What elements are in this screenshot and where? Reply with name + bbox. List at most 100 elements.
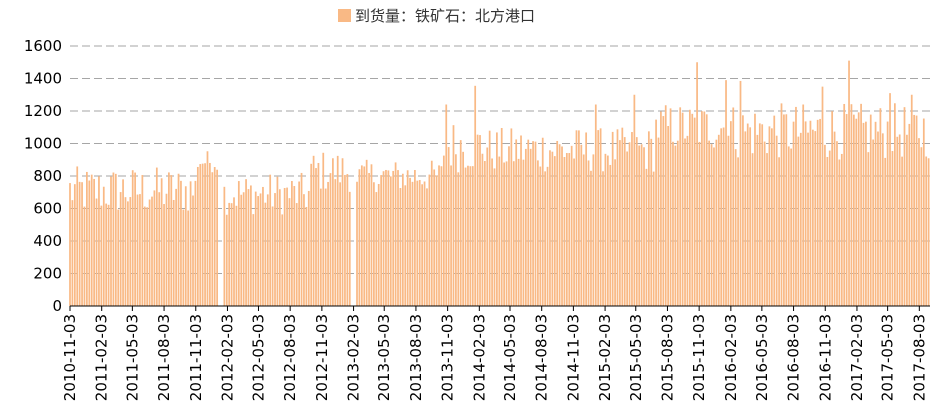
bar	[751, 153, 754, 306]
bar	[850, 104, 853, 306]
bar	[479, 135, 481, 306]
bar	[334, 179, 337, 306]
bar	[922, 118, 925, 306]
x-tick-label: 2013-08-03	[407, 314, 425, 401]
bar	[877, 131, 879, 306]
bar	[370, 164, 373, 306]
bar	[915, 115, 918, 306]
bar	[623, 137, 626, 306]
bar	[520, 135, 522, 306]
bar	[344, 174, 346, 306]
bar	[824, 144, 826, 306]
bar	[356, 181, 358, 306]
bar	[141, 175, 144, 306]
bar	[606, 155, 609, 306]
bar	[898, 134, 901, 306]
bar	[114, 173, 117, 306]
bar	[889, 93, 891, 307]
bar	[322, 152, 325, 306]
bar	[486, 147, 489, 306]
x-tick-label: 2011-08-03	[155, 314, 173, 401]
bar	[100, 205, 103, 306]
bar	[165, 193, 168, 306]
x-tick-label: 2012-05-03	[249, 314, 267, 401]
bar	[886, 121, 889, 306]
bar	[462, 151, 464, 306]
bar	[582, 154, 585, 306]
bar	[908, 123, 911, 307]
bar	[430, 160, 433, 306]
bar	[184, 186, 187, 306]
bar	[187, 210, 190, 306]
bar	[804, 121, 807, 307]
bar	[262, 186, 264, 306]
bar	[493, 168, 496, 306]
bar	[635, 137, 638, 306]
bar	[920, 147, 923, 306]
bar	[556, 140, 559, 306]
bar	[614, 159, 616, 306]
bar	[508, 146, 510, 306]
bar	[363, 166, 366, 306]
bar	[189, 181, 192, 306]
bar	[88, 180, 91, 306]
bar	[298, 181, 300, 306]
bar	[906, 134, 908, 306]
bar	[199, 164, 202, 306]
bar	[563, 157, 566, 306]
bar	[913, 114, 916, 306]
y-tick-label: 600	[33, 200, 62, 218]
bar	[139, 194, 141, 306]
bar	[235, 205, 238, 306]
y-tick-label: 0	[52, 297, 62, 315]
bar	[725, 80, 727, 307]
x-tick-label: 2015-08-03	[658, 314, 676, 401]
bar	[131, 170, 134, 306]
bar	[667, 126, 670, 306]
bar	[127, 201, 129, 306]
bar	[447, 147, 450, 306]
bar	[327, 181, 329, 306]
bar	[693, 117, 696, 306]
bar	[392, 170, 395, 306]
bar	[527, 139, 530, 306]
bar	[698, 141, 701, 306]
bar	[276, 176, 279, 306]
bar	[896, 136, 899, 306]
bar	[433, 169, 436, 306]
bar	[385, 169, 387, 306]
bar	[756, 134, 759, 306]
bar	[778, 157, 780, 306]
bar	[481, 153, 484, 306]
bar	[570, 145, 573, 306]
bar	[271, 206, 274, 306]
bar	[558, 144, 561, 306]
bar	[602, 171, 604, 306]
bar	[341, 158, 344, 306]
bar	[503, 162, 506, 306]
bar	[254, 191, 257, 306]
bar	[375, 192, 378, 306]
bar	[411, 181, 414, 306]
bar	[722, 127, 725, 306]
x-tick-label: 2016-11-03	[816, 314, 834, 401]
bar	[893, 103, 896, 306]
bar	[727, 135, 730, 306]
bar	[647, 131, 650, 306]
bar	[780, 103, 783, 307]
bar	[884, 157, 887, 306]
bar	[512, 161, 515, 306]
x-tick-label: 2014-05-03	[501, 314, 519, 401]
bar	[660, 111, 662, 306]
bar	[633, 94, 636, 306]
bar	[416, 180, 419, 306]
bar	[710, 144, 713, 306]
bar	[399, 188, 402, 306]
x-tick-label: 2015-05-03	[627, 314, 645, 401]
bar	[744, 131, 747, 306]
x-tick-label: 2014-08-03	[533, 314, 551, 401]
x-tick-label: 2015-02-03	[596, 314, 614, 401]
bar	[394, 162, 397, 306]
bar	[163, 204, 165, 306]
